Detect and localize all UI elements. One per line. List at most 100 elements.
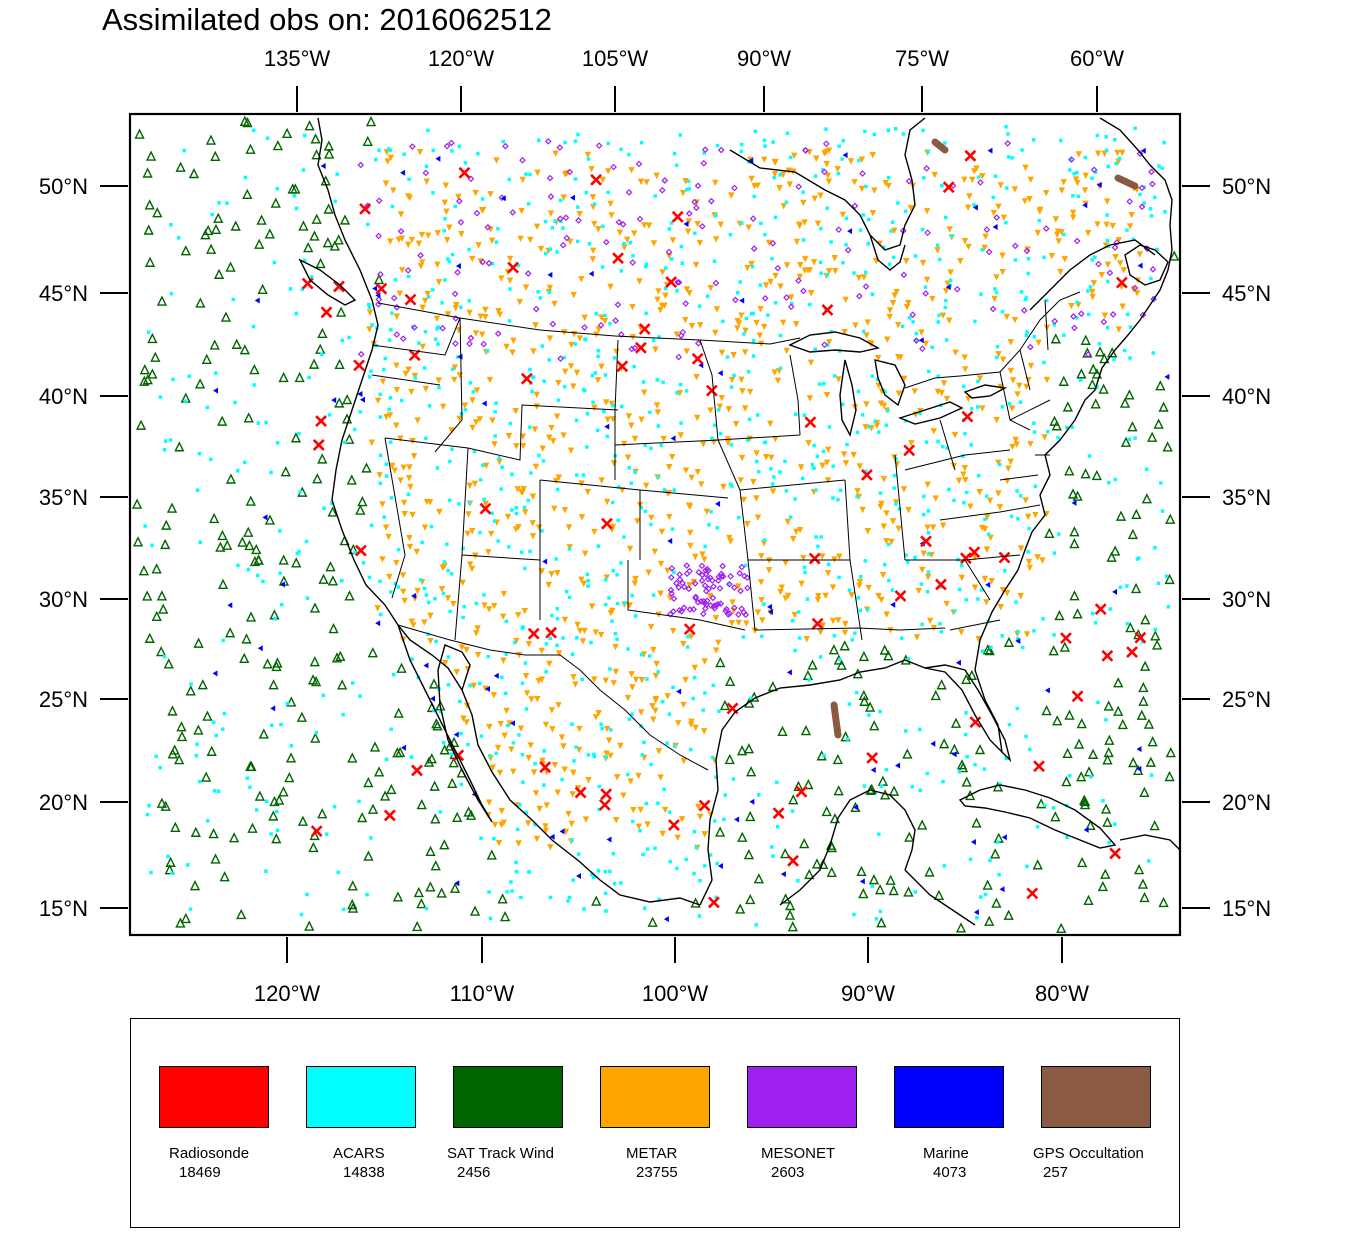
metar-point [736, 320, 743, 327]
metar-point [601, 317, 609, 325]
sat-track-wind-point [156, 590, 168, 601]
metar-point [366, 326, 373, 333]
acars-point [388, 396, 393, 400]
acars-point [596, 354, 600, 359]
acars-point [735, 291, 740, 295]
acars-point [436, 325, 440, 329]
acars-point [941, 779, 945, 784]
metar-point [519, 176, 526, 184]
acars-point [289, 744, 294, 748]
acars-point [490, 511, 494, 516]
metar-point [653, 402, 661, 409]
metar-point [533, 223, 541, 231]
sat-track-wind-point [309, 656, 320, 667]
marine-point [670, 435, 676, 442]
acars-point [629, 481, 634, 485]
metar-point [796, 526, 804, 534]
metar-point [607, 200, 614, 208]
metar-point [793, 321, 800, 328]
acars-point [749, 696, 753, 701]
acars-point [592, 875, 596, 879]
sat-track-wind-point [156, 797, 168, 808]
acars-point [169, 222, 173, 227]
metar-point [542, 823, 549, 830]
metar-point [895, 525, 902, 533]
acars-point [1015, 706, 1020, 711]
metar-point [530, 348, 537, 355]
acars-point [384, 757, 389, 762]
acars-point [884, 768, 888, 772]
mesonet-point [795, 183, 803, 191]
metar-point [750, 478, 757, 486]
acars-point [1106, 164, 1110, 169]
radiosonde-point [1033, 760, 1045, 773]
metar-point [650, 646, 657, 654]
marine-point [1136, 746, 1142, 753]
metar-point [510, 768, 517, 775]
acars-point [252, 383, 256, 387]
metar-point [542, 721, 550, 729]
acars-point [517, 803, 522, 807]
sat-track-wind-point [1147, 736, 1158, 747]
legend-label: Marine [923, 1145, 969, 1162]
acars-point [235, 469, 240, 473]
acars-point [1072, 171, 1076, 176]
radiosonde-point [404, 293, 417, 306]
acars-point [714, 775, 718, 779]
metar-point [405, 475, 413, 482]
metar-point [829, 584, 837, 591]
acars-point [158, 395, 163, 399]
acars-point [988, 858, 992, 863]
metar-point [423, 498, 431, 506]
acars-point [434, 639, 438, 644]
acars-point [302, 258, 307, 263]
mesonet-point [686, 606, 694, 613]
metar-point [654, 409, 662, 416]
metar-point [397, 477, 404, 484]
acars-point [542, 379, 546, 384]
sat-track-wind-point [337, 679, 348, 690]
left-lat-label: 35°N [39, 485, 88, 510]
yucatan-coastline [779, 789, 916, 906]
metar-point [505, 433, 513, 440]
acars-point [797, 636, 802, 640]
metar-point [560, 194, 567, 201]
metar-point [422, 385, 429, 393]
acars-point [1107, 480, 1111, 485]
metar-point [643, 179, 650, 186]
metar-point [503, 343, 510, 351]
acars-point [382, 515, 386, 519]
acars-point [738, 280, 743, 284]
metar-point [519, 442, 527, 450]
metar-point [1004, 589, 1011, 597]
sat-track-wind-point [1048, 645, 1059, 656]
metar-point [701, 831, 708, 838]
acars-point [570, 722, 574, 726]
mesonet-point [686, 567, 693, 575]
legend: Radiosonde 18469 ACARS 14838 SAT Track Wind 2… [130, 1018, 1180, 1228]
acars-point [599, 722, 603, 726]
sat-track-wind-point [828, 644, 840, 655]
acars-point [1075, 170, 1079, 175]
acars-point [503, 691, 508, 696]
acars-point [655, 378, 660, 382]
state-lines-west [371, 317, 746, 641]
acars-point [707, 523, 711, 527]
acars-point [582, 907, 586, 911]
metar-point [831, 255, 838, 262]
acars-point [386, 147, 391, 151]
acars-point [1032, 421, 1036, 425]
metar-point [923, 276, 931, 284]
marine-point [676, 688, 682, 695]
acars-point [725, 355, 730, 359]
acars-point [721, 319, 725, 324]
sat-track-wind-point [142, 374, 153, 385]
marine-point [918, 337, 924, 344]
acars-point [856, 389, 861, 394]
sat-track-wind-point [310, 732, 321, 743]
acars-point [686, 634, 690, 639]
metar-point [666, 513, 673, 521]
metar-point [780, 203, 787, 210]
acars-point [1037, 218, 1042, 223]
metar-point [570, 674, 577, 681]
